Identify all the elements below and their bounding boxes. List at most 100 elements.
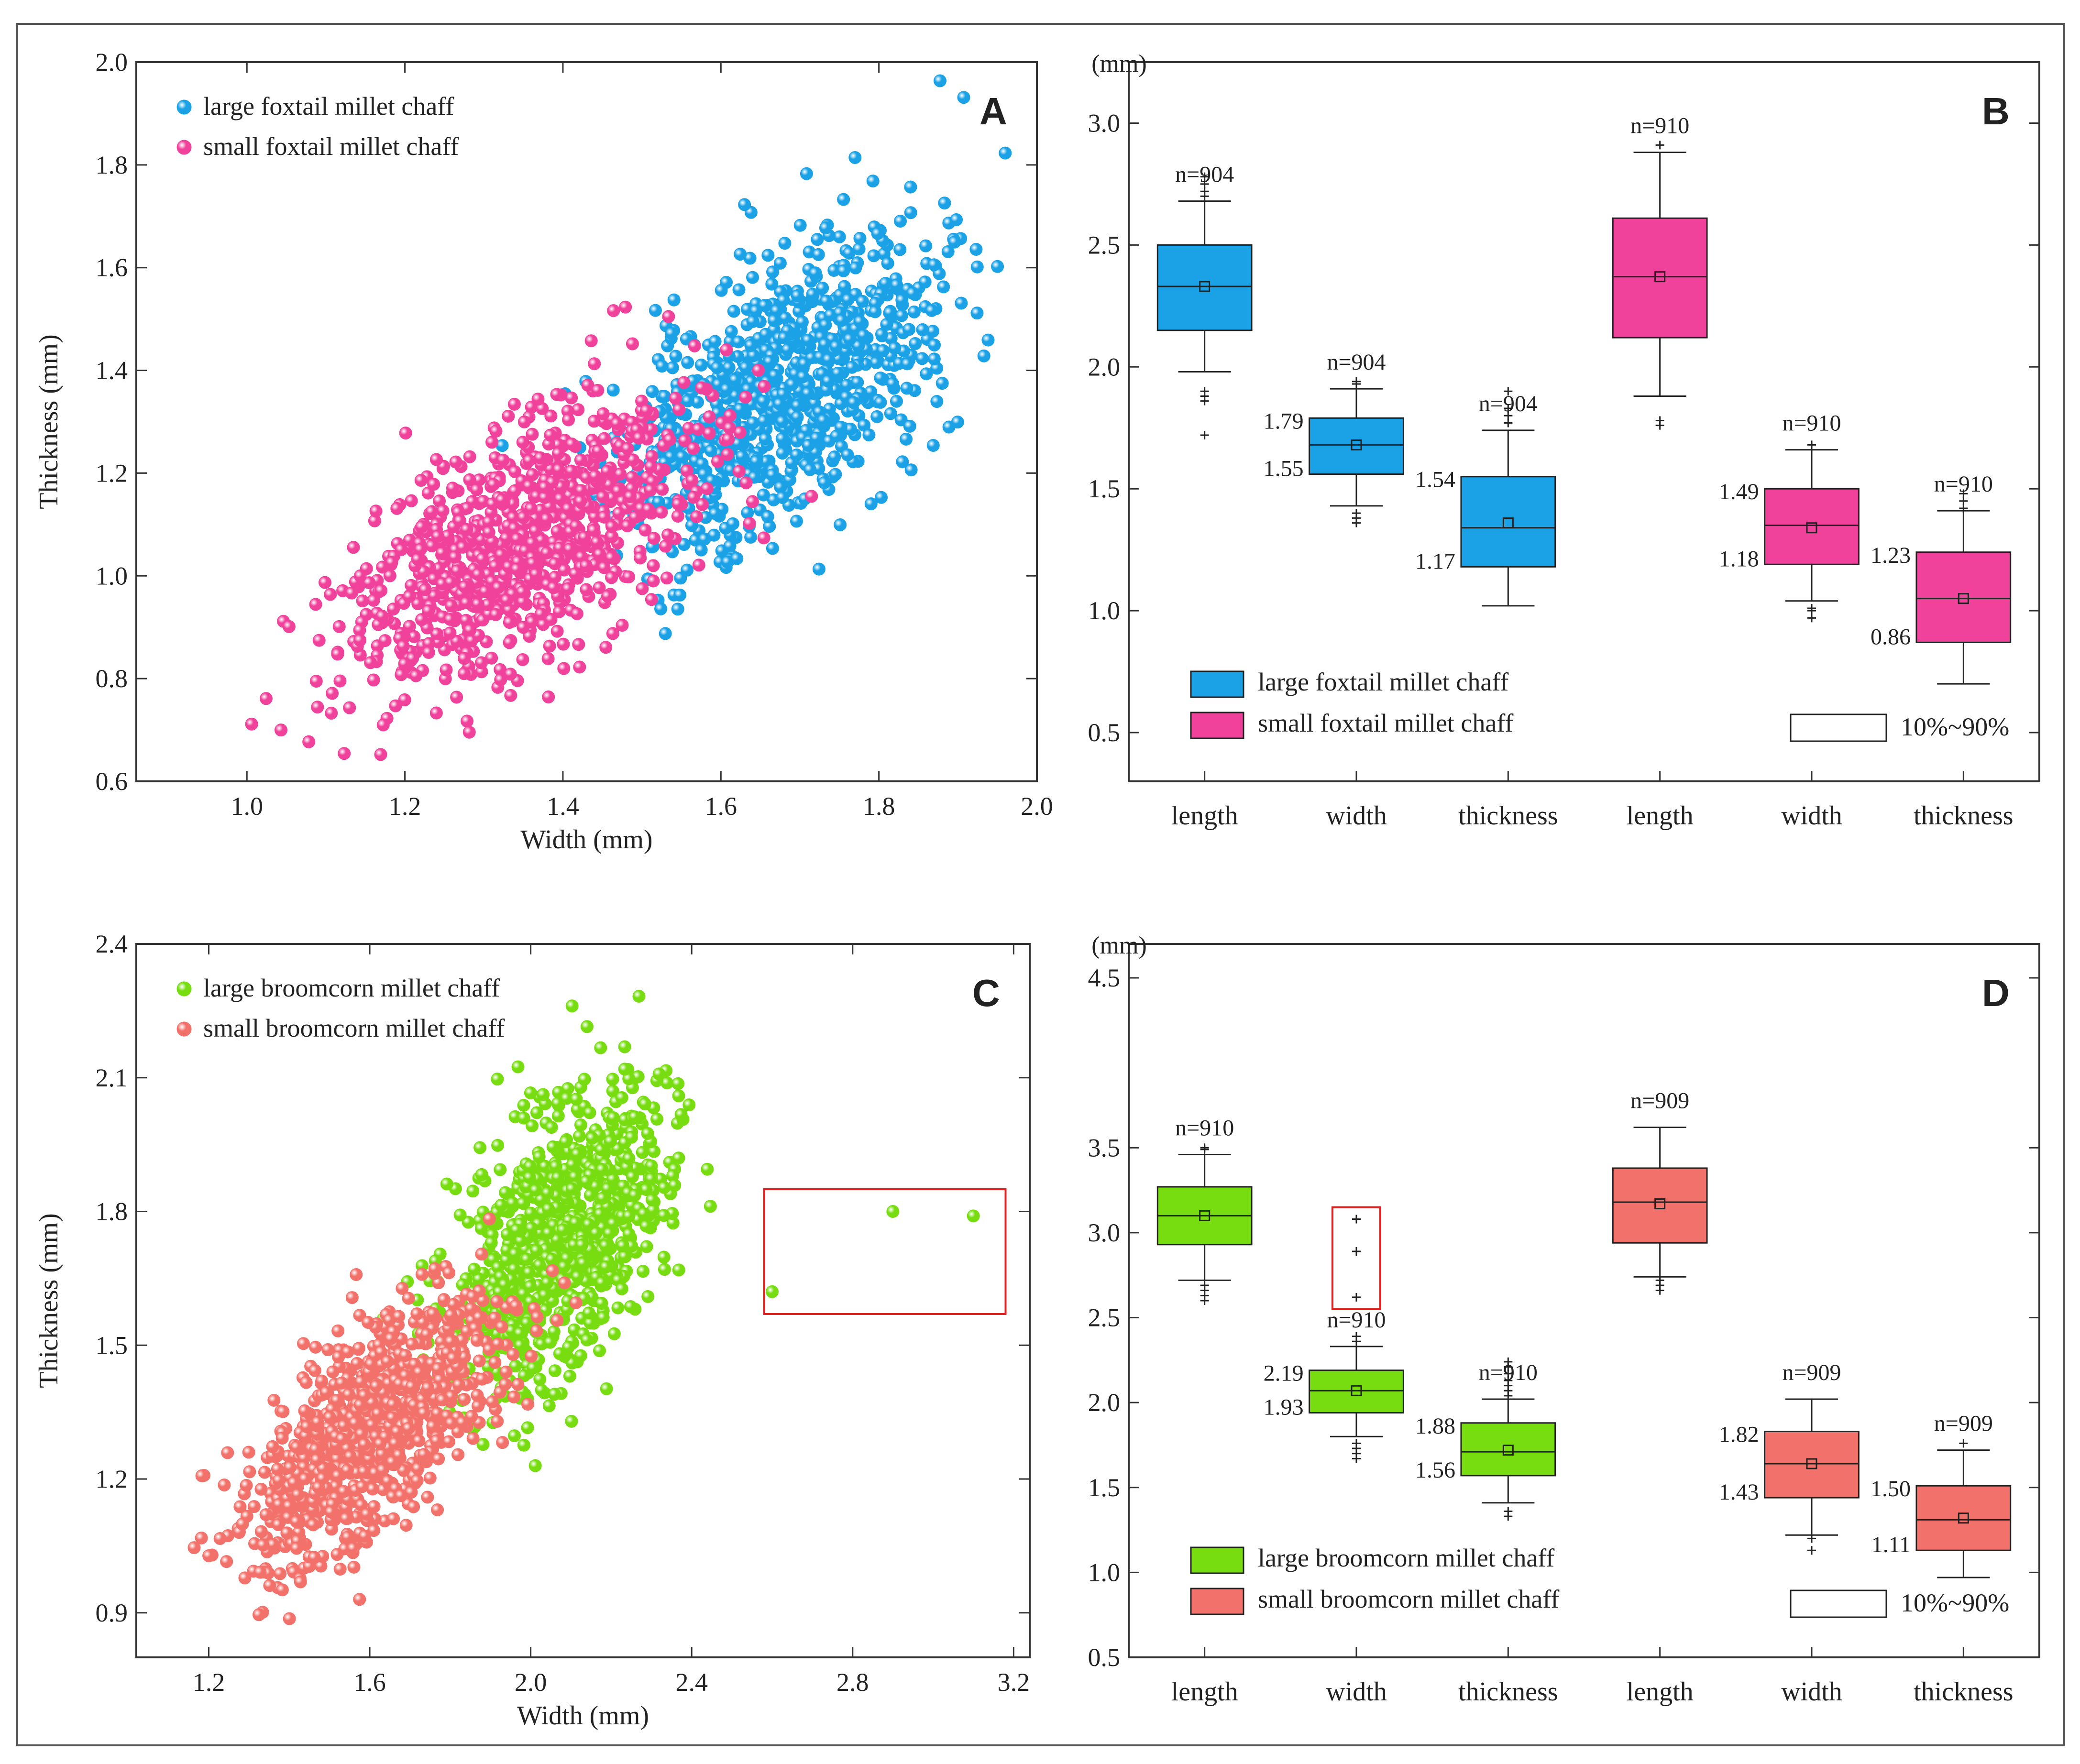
data-point bbox=[721, 448, 734, 461]
data-point bbox=[600, 465, 614, 478]
data-point bbox=[470, 1334, 484, 1347]
y-tick-label: 0.5 bbox=[1088, 1643, 1121, 1672]
data-point bbox=[757, 414, 770, 427]
data-point bbox=[376, 560, 389, 574]
data-point bbox=[746, 495, 759, 508]
data-point bbox=[390, 1425, 404, 1438]
panel-letter: A bbox=[979, 90, 1007, 132]
data-point bbox=[541, 1186, 554, 1200]
sample-count-label: n=910 bbox=[1175, 1115, 1234, 1140]
data-point bbox=[299, 1376, 313, 1389]
data-point bbox=[436, 504, 450, 517]
data-point bbox=[904, 206, 917, 219]
data-point bbox=[741, 506, 754, 519]
data-point bbox=[600, 1382, 613, 1395]
data-point bbox=[583, 1106, 596, 1119]
q3-value-label: 1.88 bbox=[1415, 1413, 1455, 1439]
data-point bbox=[574, 494, 587, 508]
data-point bbox=[258, 1466, 271, 1479]
outlier-marker bbox=[1352, 1215, 1361, 1224]
data-point bbox=[710, 361, 724, 374]
data-point bbox=[508, 484, 521, 497]
data-point bbox=[577, 1256, 590, 1270]
data-point bbox=[837, 193, 850, 206]
data-point bbox=[870, 410, 884, 423]
data-point bbox=[874, 372, 887, 385]
data-point bbox=[516, 436, 529, 449]
sample-count-label: n=910 bbox=[1630, 113, 1689, 139]
data-point bbox=[730, 552, 744, 565]
data-point bbox=[621, 442, 634, 455]
data-point bbox=[458, 652, 471, 665]
data-point bbox=[655, 505, 668, 519]
data-point bbox=[853, 315, 867, 328]
data-point bbox=[360, 1508, 374, 1521]
data-point bbox=[704, 444, 718, 458]
data-point bbox=[732, 283, 746, 296]
data-point bbox=[218, 1478, 231, 1491]
data-point bbox=[925, 304, 938, 317]
data-point bbox=[622, 570, 636, 583]
data-point bbox=[332, 1350, 345, 1364]
data-point bbox=[549, 1160, 562, 1173]
data-point bbox=[367, 673, 380, 687]
data-point bbox=[458, 1392, 471, 1406]
data-point bbox=[812, 562, 825, 576]
y-tick-label: 2.5 bbox=[1088, 1304, 1121, 1332]
data-point bbox=[566, 1158, 579, 1171]
box-body bbox=[1460, 1422, 1556, 1477]
data-point bbox=[791, 399, 804, 412]
data-point bbox=[396, 639, 410, 653]
x-axis-label: Width (mm) bbox=[520, 825, 652, 855]
data-point bbox=[655, 360, 669, 373]
data-point bbox=[341, 1531, 354, 1544]
data-point bbox=[834, 420, 847, 434]
data-point bbox=[672, 1151, 685, 1165]
data-point bbox=[842, 246, 856, 260]
data-point bbox=[347, 1542, 360, 1555]
data-point bbox=[507, 397, 521, 411]
data-point bbox=[475, 552, 489, 566]
y-tick-label: 1.8 bbox=[96, 1197, 128, 1226]
data-point bbox=[708, 507, 722, 520]
data-point bbox=[634, 551, 647, 565]
data-point bbox=[598, 432, 611, 445]
data-point bbox=[463, 624, 477, 637]
data-point bbox=[593, 1344, 606, 1358]
data-point bbox=[766, 542, 779, 555]
data-point bbox=[511, 1378, 525, 1391]
data-point bbox=[852, 340, 865, 353]
data-point bbox=[890, 394, 903, 408]
data-point bbox=[561, 502, 575, 515]
data-point bbox=[410, 1307, 424, 1321]
data-point bbox=[309, 598, 322, 611]
data-point bbox=[563, 542, 576, 556]
data-point bbox=[458, 580, 472, 593]
data-point bbox=[559, 1135, 572, 1149]
data-point bbox=[778, 331, 791, 344]
outlier-point bbox=[886, 1205, 900, 1218]
data-point bbox=[671, 497, 685, 511]
data-point bbox=[775, 415, 789, 428]
data-point bbox=[618, 1063, 631, 1076]
data-point bbox=[440, 1177, 453, 1191]
q3-value-label: 1.82 bbox=[1719, 1422, 1759, 1447]
data-point bbox=[981, 333, 995, 347]
category-label: length bbox=[1627, 801, 1694, 831]
data-point bbox=[431, 529, 444, 543]
data-point bbox=[938, 197, 951, 210]
data-point bbox=[746, 416, 759, 429]
data-point bbox=[530, 1244, 543, 1257]
data-point bbox=[542, 690, 555, 704]
sample-count-label: n=904 bbox=[1327, 350, 1386, 375]
data-point bbox=[626, 337, 639, 351]
data-point bbox=[930, 395, 944, 408]
data-point bbox=[350, 1268, 363, 1281]
data-point bbox=[463, 450, 476, 463]
data-point bbox=[624, 490, 637, 503]
data-point bbox=[726, 517, 739, 530]
data-point bbox=[810, 431, 823, 445]
data-point bbox=[425, 505, 439, 518]
data-point bbox=[558, 1276, 571, 1290]
